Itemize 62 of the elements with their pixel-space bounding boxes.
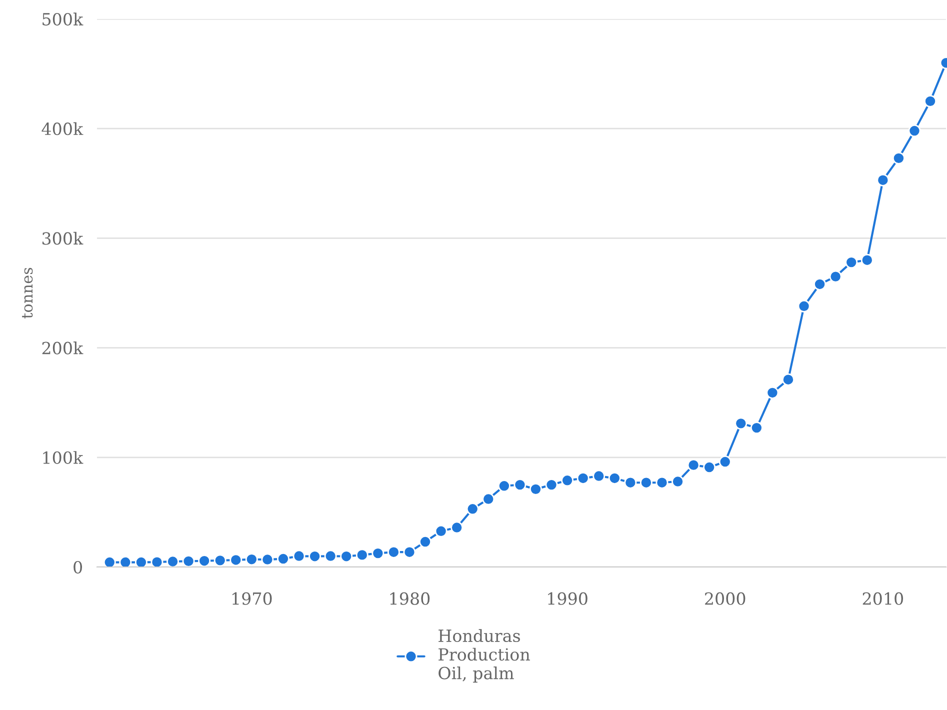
x-tick-label: 1990	[548, 592, 588, 605]
point	[908, 124, 921, 138]
point	[324, 550, 337, 562]
point	[750, 422, 763, 434]
point	[292, 550, 306, 562]
point	[672, 475, 684, 488]
point	[782, 373, 794, 386]
point	[230, 554, 242, 566]
point	[624, 476, 637, 489]
point	[829, 270, 842, 283]
point	[860, 254, 874, 266]
point	[261, 553, 274, 566]
point	[182, 554, 195, 568]
x-tick-label: 2000	[705, 592, 746, 605]
y-tick-label: 0	[74, 560, 82, 574]
point	[876, 174, 890, 186]
point	[656, 476, 668, 489]
y-tick-label: 100k	[43, 451, 84, 464]
point	[529, 482, 542, 496]
point	[356, 548, 368, 562]
point	[245, 553, 258, 566]
point	[798, 300, 810, 312]
point	[450, 521, 464, 534]
point	[419, 536, 432, 548]
point	[498, 480, 510, 492]
point	[592, 470, 606, 482]
point	[608, 472, 621, 484]
point	[466, 502, 479, 516]
point	[687, 458, 700, 472]
point	[814, 278, 826, 290]
point	[387, 546, 400, 558]
point	[276, 552, 290, 566]
x-tick-label: 2010	[862, 592, 904, 605]
point	[198, 554, 211, 568]
legend-label: Honduras Production Oil, palm	[438, 629, 530, 683]
point	[845, 256, 858, 269]
point	[734, 417, 748, 430]
point	[766, 386, 779, 399]
point	[403, 546, 416, 558]
point	[166, 555, 179, 568]
point	[214, 554, 226, 567]
y-axis-title: tonnes	[22, 268, 33, 319]
y-tick-label: 200k	[42, 341, 84, 354]
point	[482, 492, 495, 506]
point	[718, 456, 732, 468]
point	[640, 476, 652, 489]
y-tick-label: 400k	[42, 122, 84, 136]
y-tick-label: 300k	[42, 232, 84, 245]
point	[308, 550, 322, 563]
point	[372, 547, 384, 560]
point	[703, 461, 716, 474]
x-tick-label: 1970	[232, 592, 272, 605]
point	[924, 94, 937, 108]
point	[545, 478, 558, 492]
point	[561, 474, 574, 487]
point	[892, 152, 905, 164]
point	[340, 550, 353, 563]
point	[576, 472, 590, 484]
point	[434, 524, 448, 538]
x-tick-label: 1980	[390, 592, 430, 605]
y-tick-label: 500k	[42, 12, 84, 26]
point	[514, 478, 526, 492]
